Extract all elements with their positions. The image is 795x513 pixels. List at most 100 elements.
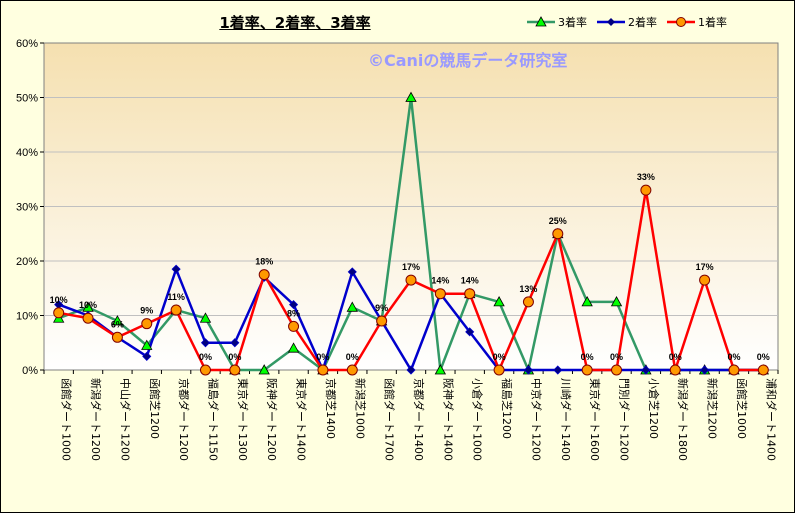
- series-point-1着率: [199, 364, 211, 376]
- series-point-2着率: [171, 264, 181, 274]
- series-point-1着率: [522, 296, 534, 308]
- series-point-1着率: [757, 364, 769, 376]
- x-category-label: 新潟ダート1200: [89, 378, 103, 461]
- series-point-2着率: [230, 338, 240, 348]
- x-category-label: 小倉芝1200: [647, 378, 661, 439]
- series-point-3着率: [434, 364, 447, 375]
- series-point-1着率: [288, 320, 300, 332]
- series-point-2着率: [523, 365, 534, 375]
- series-point-3着率: [258, 364, 270, 375]
- x-category-label: 福島ダート1150: [206, 378, 220, 461]
- series-point-1着率: [434, 288, 446, 300]
- data-label: 33%: [637, 172, 655, 182]
- x-category-label: 函館ダート1000: [60, 378, 74, 461]
- x-category-label: 川崎ダート1400: [559, 378, 573, 461]
- x-category-label: 東京ダート1400: [295, 378, 309, 461]
- data-label: 0%: [669, 352, 682, 362]
- series-point-2着率: [641, 365, 651, 375]
- legend-label: 1着率: [698, 16, 727, 29]
- series-point-3着率: [287, 342, 300, 353]
- series-point-1着率: [229, 364, 241, 376]
- data-label: 0%: [199, 352, 212, 362]
- data-label: 17%: [696, 262, 714, 272]
- series-point-1着率: [669, 364, 681, 376]
- data-label: 11%: [167, 292, 185, 302]
- data-label: 9%: [140, 306, 153, 316]
- series-point-1着率: [111, 331, 123, 343]
- series-point-1着率: [728, 364, 740, 376]
- y-tick-label: 0%: [22, 365, 38, 377]
- series-point-2着率: [465, 327, 475, 337]
- series-point-1着率: [141, 318, 153, 330]
- legend-swatch: [527, 16, 555, 27]
- series-point-1着率: [699, 274, 711, 286]
- x-category-label: 新潟芝1200: [706, 378, 720, 439]
- series-point-1着率: [346, 364, 358, 376]
- y-tick-label: 40%: [16, 147, 38, 159]
- data-label: 0%: [727, 352, 740, 362]
- legend-swatch: [667, 17, 695, 27]
- legend-label: 2着率: [628, 16, 657, 29]
- data-label: 14%: [431, 276, 449, 286]
- data-label: 13%: [519, 284, 537, 294]
- series-point-3着率: [610, 296, 623, 307]
- series-point-3着率: [111, 315, 124, 326]
- series-point-1着率: [493, 364, 505, 376]
- legend-item: 3着率: [527, 14, 587, 30]
- data-label: 0%: [610, 352, 623, 362]
- x-category-label: 中京ダート1200: [529, 378, 543, 461]
- series-point-1着率: [82, 312, 94, 324]
- series-point-3着率: [493, 296, 505, 307]
- data-label: 10%: [79, 300, 97, 310]
- x-category-label: 中山ダート1200: [118, 378, 132, 461]
- data-label: 18%: [255, 257, 273, 267]
- legend-label: 3着率: [558, 16, 587, 29]
- data-label: 0%: [757, 352, 770, 362]
- x-category-label: 新潟芝1000: [353, 378, 367, 439]
- y-tick-label: 30%: [16, 202, 38, 214]
- x-category-label: 阪神ダート1200: [265, 378, 279, 461]
- series-point-1着率: [405, 274, 417, 286]
- x-category-label: 京都芝1400: [324, 378, 338, 439]
- series-point-3着率: [346, 301, 358, 312]
- data-label: 25%: [549, 216, 567, 226]
- data-label: 14%: [461, 276, 479, 286]
- data-label: 17%: [402, 262, 420, 272]
- data-label: 6%: [111, 319, 124, 329]
- series-point-3着率: [199, 312, 212, 323]
- data-label: 0%: [316, 352, 329, 362]
- series-point-1着率: [53, 307, 65, 319]
- data-label: 9%: [375, 303, 388, 313]
- data-label: 8%: [287, 308, 300, 318]
- x-category-label: 小倉ダート1000: [471, 378, 485, 461]
- legend-swatch: [597, 18, 625, 26]
- x-category-label: 新潟ダート1800: [676, 378, 690, 461]
- series-point-1着率: [258, 269, 270, 281]
- legend-item: 2着率: [597, 14, 657, 30]
- data-label: 10%: [50, 295, 68, 305]
- x-category-label: 函館芝1200: [148, 378, 162, 439]
- y-tick-label: 50%: [16, 93, 38, 105]
- series-point-1着率: [376, 315, 388, 327]
- series-point-1着率: [317, 364, 329, 376]
- series-point-2着率: [347, 267, 357, 277]
- series-point-1着率: [552, 228, 564, 240]
- series-point-3着率: [581, 296, 593, 307]
- x-category-label: 京都ダート1400: [412, 378, 426, 461]
- data-label: 0%: [493, 352, 506, 362]
- series-point-1着率: [640, 184, 652, 196]
- series-point-2着率: [142, 351, 152, 361]
- x-category-label: 函館ダート1700: [383, 378, 397, 461]
- series-point-2着率: [700, 365, 710, 375]
- x-category-label: 東京ダート1300: [236, 378, 250, 461]
- series-point-1着率: [464, 288, 476, 300]
- x-category-label: 東京ダート1600: [588, 378, 602, 461]
- y-tick-label: 10%: [16, 311, 38, 323]
- series-point-3着率: [405, 91, 417, 102]
- series-point-2着率: [553, 365, 563, 375]
- legend-item: 1着率: [667, 14, 727, 30]
- series-point-1着率: [581, 364, 593, 376]
- watermark-text: ©Caniの競馬データ研究室: [368, 51, 568, 70]
- x-category-label: 京都ダート1200: [177, 378, 191, 461]
